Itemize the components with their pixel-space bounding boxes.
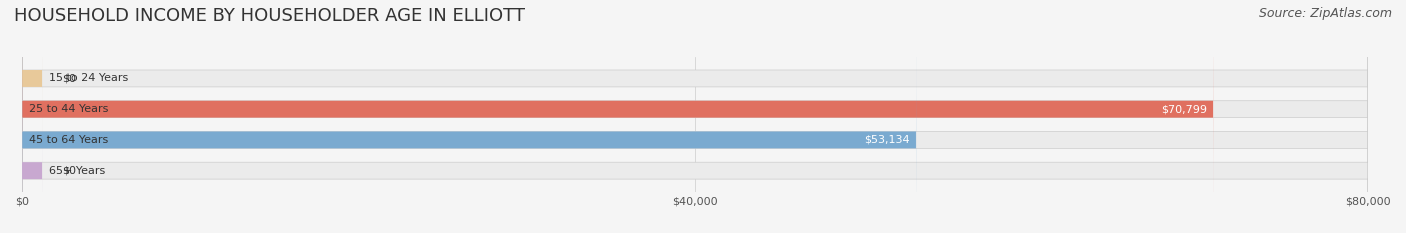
FancyBboxPatch shape [22,0,1368,233]
Text: 25 to 44 Years: 25 to 44 Years [28,104,108,114]
FancyBboxPatch shape [22,0,1368,233]
Text: Source: ZipAtlas.com: Source: ZipAtlas.com [1258,7,1392,20]
FancyBboxPatch shape [22,0,1213,233]
Text: $70,799: $70,799 [1160,104,1206,114]
FancyBboxPatch shape [22,56,42,233]
FancyBboxPatch shape [22,0,917,233]
Text: HOUSEHOLD INCOME BY HOUSEHOLDER AGE IN ELLIOTT: HOUSEHOLD INCOME BY HOUSEHOLDER AGE IN E… [14,7,524,25]
Text: $0: $0 [62,73,76,83]
Text: 65+ Years: 65+ Years [49,166,105,176]
Text: 15 to 24 Years: 15 to 24 Years [49,73,128,83]
FancyBboxPatch shape [22,0,1368,233]
FancyBboxPatch shape [22,0,42,193]
FancyBboxPatch shape [22,0,1368,233]
Text: $0: $0 [62,166,76,176]
Text: $53,134: $53,134 [863,135,910,145]
Text: 45 to 64 Years: 45 to 64 Years [28,135,108,145]
